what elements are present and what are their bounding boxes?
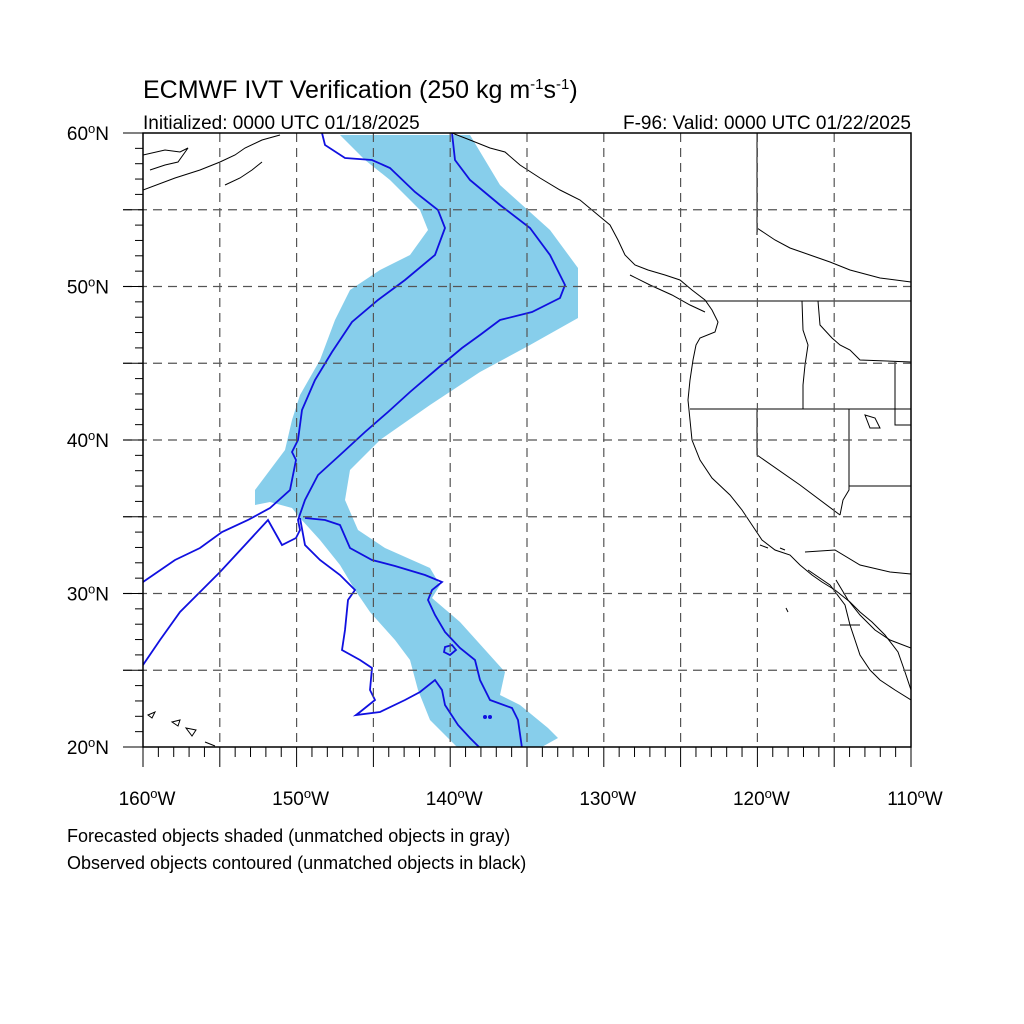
lat-axis-labels: 60oN 50oN 40oN 30oN 20oN bbox=[67, 121, 109, 759]
forecast-object bbox=[255, 135, 578, 747]
observed-contour-south bbox=[304, 517, 523, 747]
footnote-observed: Observed objects contoured (unmatched ob… bbox=[67, 853, 526, 873]
initialized-label: Initialized: 0000 UTC 01/18/2025 bbox=[143, 113, 420, 134]
lon-axis-labels: 160oW 150oW 140oW 130oW 120oW 110oW bbox=[119, 786, 943, 810]
lon-label-160: 160oW bbox=[119, 786, 176, 810]
observed-dot bbox=[488, 715, 492, 719]
lon-label-120: 120oW bbox=[733, 786, 790, 810]
lat-label-40: 40oN bbox=[67, 428, 109, 452]
observed-contour-main bbox=[143, 133, 446, 583]
observed-contour-east bbox=[143, 133, 566, 666]
observed-contour-southwest bbox=[299, 517, 481, 747]
valid-label: F-96: Valid: 0000 UTC 01/22/2025 bbox=[623, 113, 911, 134]
observed-contour-blob bbox=[442, 643, 458, 657]
plot-area bbox=[143, 133, 911, 747]
lat-label-50: 50oN bbox=[67, 275, 109, 299]
lat-label-30: 30oN bbox=[67, 582, 109, 606]
observed-dot bbox=[483, 715, 487, 719]
lon-label-110: 110oW bbox=[887, 786, 943, 810]
lat-label-60: 60oN bbox=[67, 121, 109, 145]
lon-label-130: 130oW bbox=[579, 786, 636, 810]
axis-ticks bbox=[123, 132, 912, 767]
lat-label-20: 20oN bbox=[67, 735, 109, 759]
lon-label-140: 140oW bbox=[426, 786, 483, 810]
lat-lon-grid bbox=[123, 133, 911, 747]
lon-label-150: 150oW bbox=[272, 786, 329, 810]
state-borders bbox=[690, 133, 911, 626]
footnote-forecast: Forecasted objects shaded (unmatched obj… bbox=[67, 826, 510, 846]
map-title: ECMWF IVT Verification (250 kg m-1s-1) bbox=[143, 76, 578, 104]
